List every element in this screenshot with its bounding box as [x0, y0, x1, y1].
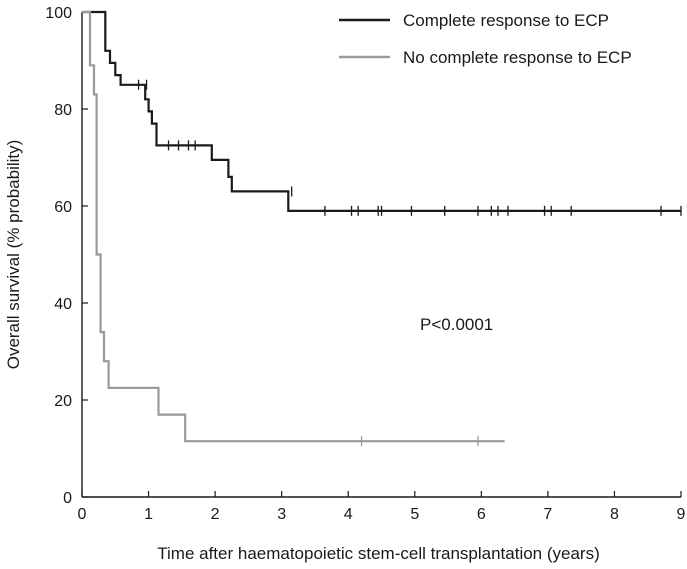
- y-tick-label: 80: [54, 102, 72, 119]
- p-value-annotation: P<0.0001: [420, 315, 493, 334]
- series-line-2: [82, 10, 505, 443]
- series-line-1: [82, 10, 681, 212]
- legend: Complete response to ECP No complete resp…: [339, 11, 632, 67]
- y-tick-label: 40: [54, 296, 72, 313]
- x-tick-label: 6: [477, 506, 486, 523]
- x-tick-label: 4: [344, 506, 353, 523]
- y-tick-label: 60: [54, 199, 72, 216]
- legend-label: Complete response to ECP: [403, 11, 609, 30]
- x-tick-label: 5: [410, 506, 419, 523]
- x-tick-label: 8: [610, 506, 619, 523]
- x-tick-label: 7: [543, 506, 552, 523]
- x-tick-label: 0: [78, 506, 87, 523]
- axes: 0 1 2 3 4 5 6 7 8 9 0 20 40 60 80 100: [45, 5, 685, 523]
- x-axis-title: Time after haematopoietic stem-cell tran…: [157, 544, 600, 563]
- y-tick-label: 20: [54, 393, 72, 410]
- x-tick-label: 9: [677, 506, 686, 523]
- y-tick-label: 100: [45, 5, 72, 22]
- y-axis-title: Overall survival (% probability): [4, 140, 23, 370]
- series-layer: [82, 10, 682, 447]
- x-tick-label: 2: [211, 506, 220, 523]
- x-tick-label: 1: [144, 506, 153, 523]
- x-tick-label: 3: [277, 506, 286, 523]
- legend-label: No complete response to ECP: [403, 48, 632, 67]
- y-tick-label: 0: [63, 490, 72, 507]
